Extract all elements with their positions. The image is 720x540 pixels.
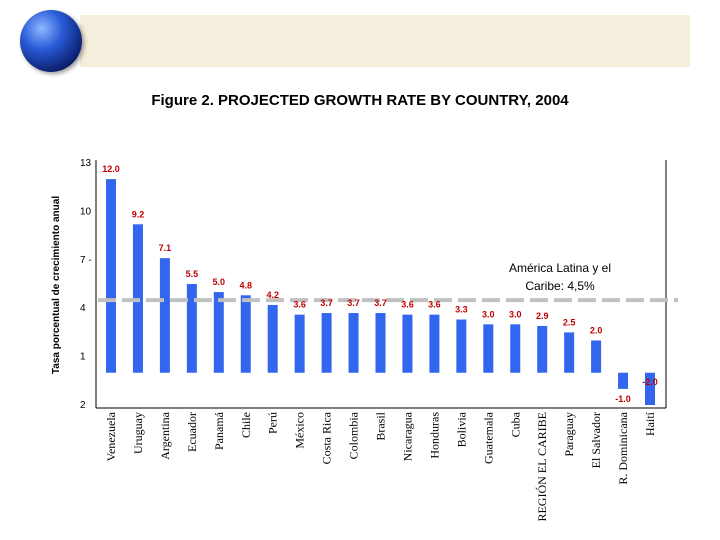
category-label: Cuba: [508, 411, 522, 437]
value-label: -2.0: [642, 377, 658, 387]
y-axis-label: Tasa porcentual de crecimiento anual: [51, 196, 62, 374]
bar: [618, 372, 629, 389]
reference-label-line2: Caribe: 4,5%: [525, 279, 595, 293]
bar: [213, 292, 224, 373]
bar: [456, 319, 467, 373]
reference-label-line1: América Latina y el: [509, 261, 611, 275]
value-label: 3.6: [401, 300, 414, 310]
y-tick-label: 2: [80, 400, 86, 411]
bar: [564, 332, 575, 373]
bar: [402, 314, 413, 373]
bar: [591, 340, 602, 373]
category-label: El Salvador: [589, 412, 603, 468]
category-label: México: [293, 412, 307, 449]
value-label: 3.7: [320, 298, 333, 308]
category-label: Chile: [239, 412, 253, 438]
y-tick-label: 7 -: [80, 255, 92, 266]
category-label: REGIÓN EL CARIBE: [535, 412, 549, 522]
y-tick-label: 1: [80, 352, 86, 363]
bar: [267, 304, 278, 373]
category-label: Bolivia: [454, 411, 468, 447]
value-label: 4.2: [266, 290, 279, 300]
bar: [348, 313, 359, 373]
bar: [106, 179, 116, 373]
bar: [483, 324, 494, 373]
value-label: 3.0: [482, 309, 495, 319]
category-label: Haití: [643, 411, 657, 436]
bar: [321, 313, 332, 373]
world-map-banner: [80, 15, 690, 67]
y-tick-label: 4: [80, 303, 86, 314]
value-label: 7.1: [159, 243, 172, 253]
category-label: Honduras: [427, 412, 441, 459]
category-label: Nicaragua: [400, 411, 414, 461]
value-label: 3.3: [455, 304, 468, 314]
value-label: 2.9: [536, 311, 549, 321]
value-label: 2.5: [563, 317, 576, 327]
value-label: 5.0: [213, 277, 226, 287]
bar: [429, 314, 440, 373]
bar: [375, 313, 386, 373]
value-label: 3.6: [293, 300, 306, 310]
bar: [186, 284, 197, 373]
value-label: 2.0: [590, 325, 603, 335]
value-label: 9.2: [132, 209, 145, 219]
category-label: Venezuela: [104, 411, 118, 461]
value-label: 3.7: [374, 298, 387, 308]
category-label: Argentina: [158, 411, 172, 459]
value-label: -1.0: [615, 394, 631, 404]
bar: [240, 295, 251, 373]
y-tick-label: 13: [80, 158, 92, 169]
y-tick-label: 10: [80, 206, 92, 217]
category-label: Colombia: [347, 411, 361, 459]
bar: [510, 324, 521, 373]
bar: [159, 258, 170, 373]
globe-icon: [20, 10, 82, 72]
category-label: Panamá: [212, 411, 226, 450]
value-label: 5.5: [186, 269, 199, 279]
value-label: 12.0: [102, 164, 120, 174]
category-label: Paraguay: [562, 412, 576, 457]
bar: [537, 325, 548, 373]
value-label: 4.8: [239, 280, 252, 290]
bar: [645, 372, 655, 405]
value-label: 3.7: [347, 298, 360, 308]
chart-title: Figure 2. PROJECTED GROWTH RATE BY COUNT…: [151, 92, 569, 109]
category-label: Perú: [266, 412, 280, 434]
value-label: 3.0: [509, 309, 522, 319]
category-label: R. Dominicana: [616, 411, 630, 484]
category-label: Uruguay: [131, 412, 145, 454]
category-label: Guatemala: [481, 411, 495, 464]
category-label: Ecuador: [185, 412, 199, 452]
category-label: Costa Rica: [320, 411, 334, 464]
value-label: 3.6: [428, 300, 441, 310]
category-label: Brasil: [374, 411, 388, 440]
bar: [294, 314, 305, 373]
